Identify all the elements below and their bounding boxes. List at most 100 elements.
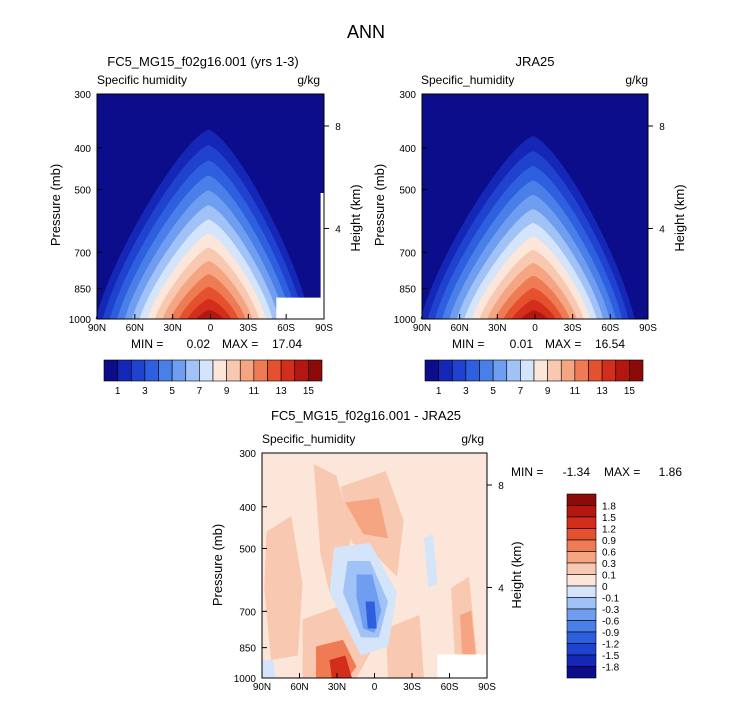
x-tick-label: 90N (88, 323, 106, 334)
panel-jra25: JRA25 Specific_humidity g/kg 90N 60N 30N 0 3… (372, 54, 687, 351)
x-tick-label: 30N (328, 682, 346, 693)
colorbar-label: 9 (545, 386, 551, 397)
height-tick-label: 4 (335, 224, 341, 235)
colorbar-swatch (185, 359, 200, 382)
y-tick-label: 500 (239, 544, 256, 555)
y-tick-label: 400 (239, 503, 256, 514)
colorbar-swatch (308, 359, 323, 382)
height-tick-label: 4 (659, 224, 665, 235)
colorbar-swatch (566, 562, 597, 575)
y-tick-label: 850 (239, 644, 256, 655)
colorbar-swatch (566, 597, 597, 610)
x-tick-label: 0 (372, 682, 378, 693)
colorbar-swatch (566, 666, 597, 679)
colorbar-label: 0.3 (602, 559, 616, 570)
min-label: MIN = (452, 337, 484, 351)
colorbar-swatch (566, 574, 597, 587)
y-tick-label: 850 (74, 285, 91, 296)
colorbar-label: -0.6 (602, 617, 620, 628)
colorbar-swatch (158, 359, 173, 382)
colorbar-swatch (506, 359, 521, 382)
min-value: -1.34 (563, 465, 591, 479)
positive-anomaly (385, 615, 424, 678)
colorbar-swatch (629, 359, 644, 382)
colorbar-swatch (239, 359, 255, 382)
colorbar-swatch (492, 359, 508, 382)
max-label: MAX = (222, 337, 258, 351)
colorbar-label: 1.5 (602, 513, 616, 524)
panel-title: JRA25 (515, 54, 554, 69)
colorbar-swatch (253, 359, 268, 382)
colorbar-label: 1 (115, 386, 121, 397)
colorbar-label: 1.8 (602, 502, 616, 513)
colorbar-swatch (574, 359, 589, 382)
colorbar-label: -1.5 (602, 651, 620, 662)
x-tick-label: 90N (413, 323, 431, 334)
positive-anomaly (460, 610, 476, 656)
contour-level-15 (520, 310, 548, 319)
max-label: MAX = (545, 337, 581, 351)
x-tick-label: 60N (126, 323, 144, 334)
colorbar-label: 15 (303, 386, 315, 397)
colorbar-swatch (212, 359, 227, 382)
masked-region (320, 193, 324, 299)
pressure-axis-label: Pressure (mb) (372, 164, 387, 246)
x-tick-label: 60S (601, 323, 619, 334)
colorbar-label: 11 (249, 386, 260, 397)
colorbar-label: -0.9 (602, 628, 620, 639)
colorbar-label: 3 (142, 386, 148, 397)
positive-anomaly (345, 498, 388, 539)
y-tick-label: 300 (399, 90, 416, 101)
colorbar-label: 0 (602, 582, 608, 593)
colorbar-swatch (588, 359, 603, 382)
negative-anomaly (262, 660, 276, 678)
y-tick-label: 400 (399, 144, 416, 155)
colorbar-label: -0.1 (602, 594, 620, 605)
panel-model: FC5_MG15_f02g16.001 (yrs 1-3) Specific h… (48, 54, 363, 351)
contour-level-14 (187, 298, 232, 319)
colorbar-jra25: 1 3 5 7 9 11 13 15 (424, 359, 644, 397)
y-tick-label: 1000 (394, 315, 417, 326)
colorbar-label: 7 (197, 386, 203, 397)
panel-difference: FC5_MG15_f02g16.001 - JRA25 Specific_hum… (210, 408, 682, 693)
colorbar-swatch (199, 359, 214, 382)
x-tick-label: 30N (488, 323, 506, 334)
max-value: 17.04 (272, 337, 302, 351)
height-axis-label: Height (km) (348, 184, 363, 251)
positive-anomaly (264, 516, 303, 660)
contour-level-15 (196, 309, 224, 319)
contour-plot (420, 94, 648, 319)
x-tick-label: 30S (239, 323, 257, 334)
colorbar-swatch (560, 359, 576, 382)
negative-anomaly (365, 601, 377, 629)
colorbar-swatch (533, 359, 548, 382)
y-tick-label: 300 (239, 449, 256, 460)
colorbar-swatch (566, 654, 597, 667)
panel-units: g/kg (461, 432, 484, 446)
colorbar-label: 0.1 (602, 571, 616, 582)
colorbar-label: 9 (224, 386, 230, 397)
colorbar-label: 5 (169, 386, 175, 397)
x-tick-label: 90S (478, 682, 496, 693)
y-tick-label: 400 (74, 144, 91, 155)
colorbar-swatch (547, 359, 562, 382)
panel-title: FC5_MG15_f02g16.001 - JRA25 (271, 408, 461, 423)
colorbar-swatch (566, 493, 597, 506)
max-value: 16.54 (595, 337, 625, 351)
colorbar-swatch (566, 608, 597, 621)
colorbar-swatch (226, 359, 241, 382)
colorbar-label: 0.9 (602, 536, 616, 547)
masked-region (437, 654, 487, 678)
colorbar-swatch (171, 359, 187, 382)
colorbar-swatch (294, 359, 309, 382)
min-label: MIN = (131, 337, 163, 351)
colorbar-swatch (566, 620, 597, 633)
y-tick-label: 300 (74, 90, 91, 101)
contour-plot (262, 453, 487, 678)
max-value: 1.86 (659, 465, 683, 479)
panel-subtitle: Specific_humidity (262, 432, 355, 446)
colorbar-label: 1.2 (602, 525, 616, 536)
panel-title: FC5_MG15_f02g16.001 (yrs 1-3) (107, 54, 298, 69)
x-tick-label: 60N (450, 323, 468, 334)
